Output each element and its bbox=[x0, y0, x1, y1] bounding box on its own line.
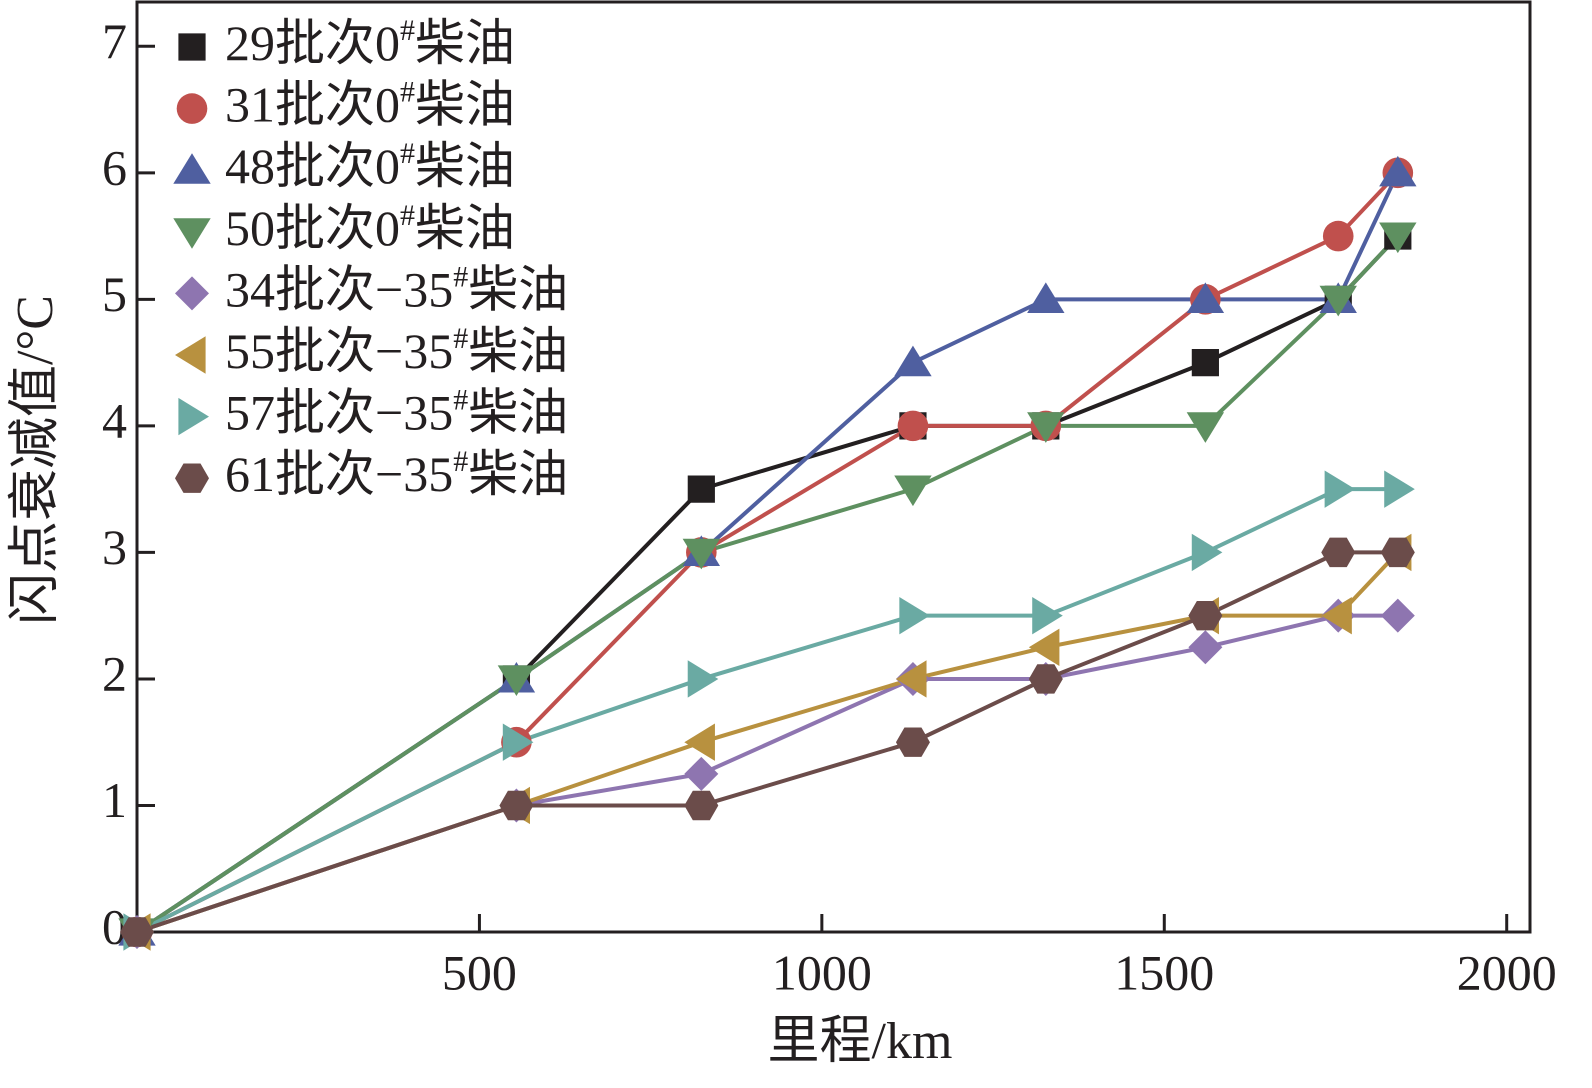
data-point bbox=[1321, 537, 1356, 568]
data-point bbox=[1321, 596, 1352, 635]
data-point bbox=[1379, 222, 1417, 254]
legend-label: 48批次0#柴油 bbox=[225, 137, 515, 195]
y-tick-label: 2 bbox=[102, 645, 127, 701]
legend-marker bbox=[175, 276, 209, 311]
data-point bbox=[1380, 598, 1415, 633]
x-axis-title: 里程/km bbox=[768, 1013, 953, 1070]
legend-label: 55批次−35#柴油 bbox=[225, 322, 568, 380]
data-point bbox=[894, 475, 932, 507]
data-point bbox=[684, 756, 719, 791]
data-point bbox=[684, 790, 719, 821]
data-point bbox=[1380, 537, 1415, 568]
data-point bbox=[1027, 412, 1065, 443]
legend-marker bbox=[178, 33, 206, 61]
y-tick-label: 6 bbox=[102, 139, 127, 195]
legend-label: 29批次0#柴油 bbox=[225, 14, 515, 72]
data-point bbox=[120, 917, 154, 947]
data-point bbox=[687, 660, 719, 698]
legend-label: 57批次−35#柴油 bbox=[225, 383, 568, 441]
data-point bbox=[897, 410, 929, 442]
data-point bbox=[502, 723, 534, 761]
data-point bbox=[1319, 285, 1357, 317]
data-point bbox=[499, 790, 534, 821]
data-point bbox=[1032, 596, 1063, 635]
data-point bbox=[1322, 220, 1354, 252]
data-point bbox=[1028, 664, 1063, 694]
data-point bbox=[1186, 282, 1225, 313]
series-line bbox=[136, 550, 1398, 934]
series-line bbox=[136, 171, 1400, 934]
y-tick-label: 7 bbox=[102, 13, 127, 69]
data-point bbox=[1027, 282, 1065, 313]
legend-marker bbox=[173, 218, 211, 249]
y-tick-label: 1 bbox=[102, 772, 127, 828]
series-line bbox=[136, 551, 1400, 934]
data-point bbox=[1188, 600, 1223, 631]
data-point bbox=[895, 660, 927, 698]
legend-marker bbox=[173, 153, 211, 184]
x-tick-label: 500 bbox=[442, 944, 517, 1000]
data-point bbox=[1188, 630, 1223, 665]
data-point bbox=[1191, 533, 1223, 572]
series-line bbox=[135, 234, 1400, 934]
x-tick-label: 2000 bbox=[1457, 944, 1557, 1000]
legend-label: 31批次0#柴油 bbox=[225, 75, 515, 133]
data-point bbox=[687, 475, 715, 503]
legend-marker bbox=[176, 93, 208, 124]
plot-frame bbox=[135, 0, 1532, 934]
data-point bbox=[894, 345, 932, 377]
legend-label: 50批次0#柴油 bbox=[225, 199, 515, 257]
data-point bbox=[1186, 412, 1225, 443]
data-point bbox=[1324, 470, 1356, 508]
legend-label: 61批次−35#柴油 bbox=[225, 445, 568, 503]
legend-marker bbox=[175, 463, 209, 493]
y-tick-label: 3 bbox=[102, 519, 127, 575]
series-line bbox=[136, 613, 1398, 934]
data-point bbox=[899, 596, 930, 635]
legend-marker bbox=[178, 397, 209, 436]
data-point bbox=[895, 727, 930, 757]
data-point bbox=[684, 723, 715, 761]
data-point bbox=[1028, 628, 1060, 667]
legend-marker bbox=[175, 336, 206, 374]
data-point bbox=[682, 538, 721, 570]
x-tick-label: 1000 bbox=[772, 944, 872, 1000]
series-line bbox=[136, 487, 1398, 934]
data-point bbox=[1379, 155, 1417, 187]
legend-label: 34批次−35#柴油 bbox=[225, 260, 568, 318]
data-point bbox=[1384, 470, 1415, 508]
y-tick-label: 5 bbox=[102, 266, 127, 322]
data-point bbox=[1191, 349, 1219, 377]
y-tick-label: 4 bbox=[102, 392, 127, 448]
x-tick-label: 1500 bbox=[1114, 944, 1214, 1000]
y-axis-title: 闪点衰减值/°C bbox=[7, 295, 64, 625]
data-point bbox=[497, 665, 536, 696]
